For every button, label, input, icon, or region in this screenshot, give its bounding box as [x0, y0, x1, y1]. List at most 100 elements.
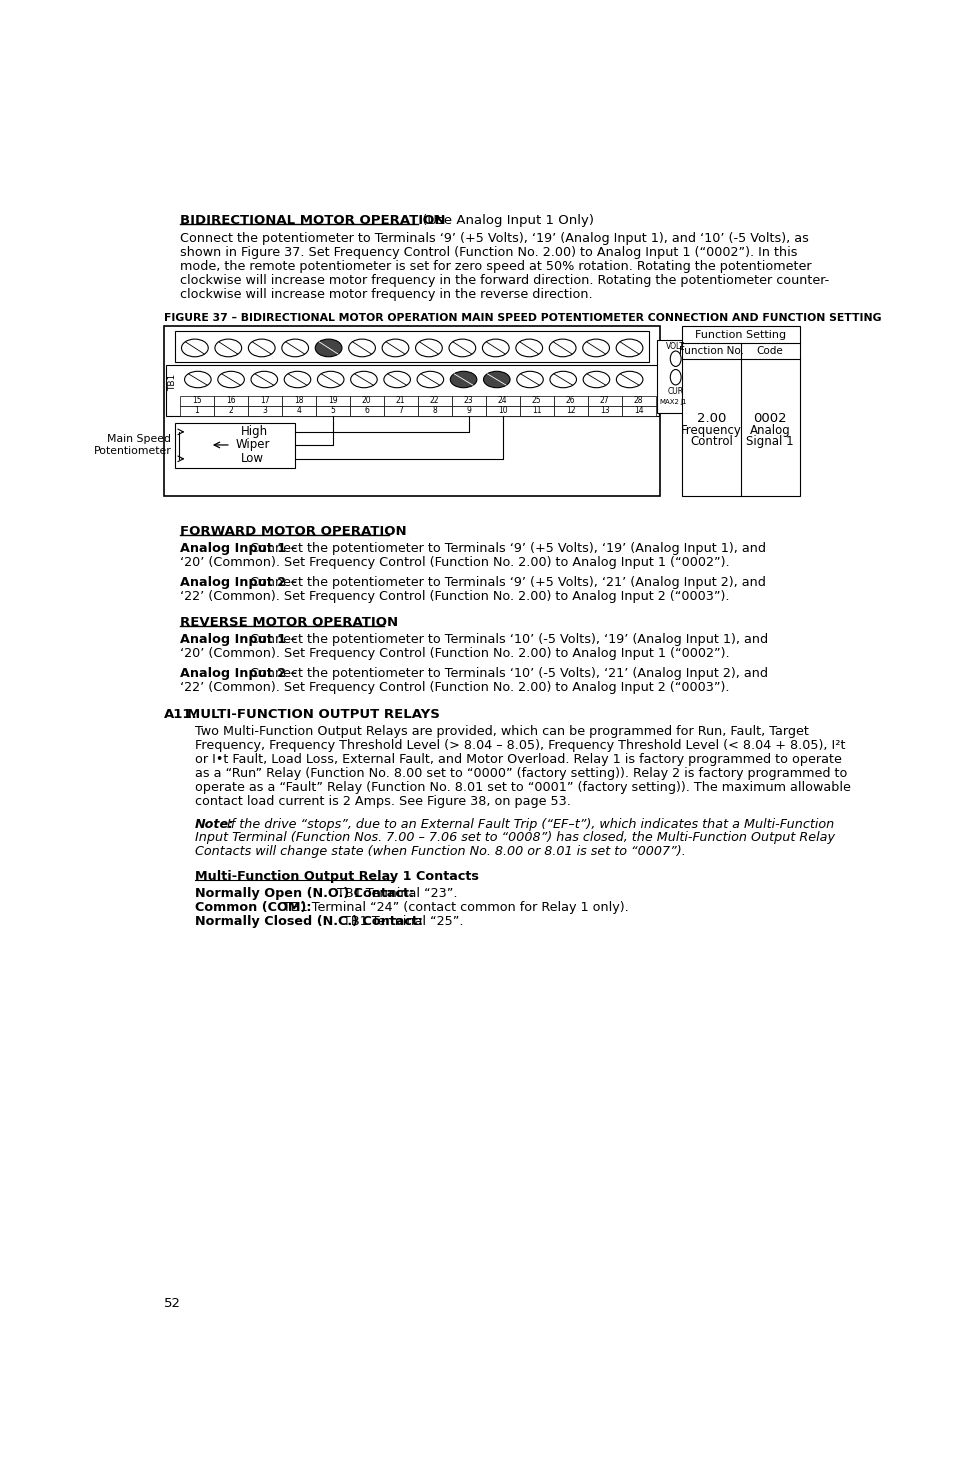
- Text: 25: 25: [531, 397, 541, 406]
- Text: Normally Open (N.O.) Contact:: Normally Open (N.O.) Contact:: [195, 886, 414, 900]
- Text: 52: 52: [164, 1298, 181, 1310]
- Text: Frequency, Frequency Threshold Level (> 8.04 – 8.05), Frequency Threshold Level : Frequency, Frequency Threshold Level (> …: [195, 739, 844, 752]
- Ellipse shape: [516, 339, 542, 357]
- Ellipse shape: [416, 372, 443, 388]
- Ellipse shape: [449, 339, 476, 357]
- Text: contact load current is 2 Amps. See Figure 38, on page 53.: contact load current is 2 Amps. See Figu…: [195, 795, 571, 807]
- Text: 0002: 0002: [753, 412, 786, 425]
- Ellipse shape: [281, 339, 308, 357]
- Text: 23: 23: [463, 397, 473, 406]
- Bar: [587, 406, 621, 416]
- Text: Analog: Analog: [749, 423, 790, 437]
- Text: BIDIRECTIONAL MOTOR OPERATION: BIDIRECTIONAL MOTOR OPERATION: [179, 214, 445, 227]
- Bar: [621, 395, 655, 406]
- Text: 20: 20: [361, 397, 371, 406]
- Text: Connect the potentiometer to Terminals ‘9’ (+5 Volts), ‘21’ (Analog Input 2), an: Connect the potentiometer to Terminals ‘…: [245, 575, 764, 589]
- Ellipse shape: [416, 339, 442, 357]
- Ellipse shape: [383, 372, 410, 388]
- Bar: [248, 395, 281, 406]
- Text: 13: 13: [599, 406, 609, 414]
- Text: 1: 1: [194, 406, 199, 414]
- Ellipse shape: [549, 372, 576, 388]
- Bar: [485, 395, 519, 406]
- Text: High: High: [241, 425, 268, 438]
- Text: 16: 16: [226, 397, 235, 406]
- Text: TB1 Terminal “25”.: TB1 Terminal “25”.: [338, 914, 462, 928]
- Text: ‘22’ (Common). Set Frequency Control (Function No. 2.00) to Analog Input 2 (“000: ‘22’ (Common). Set Frequency Control (Fu…: [179, 590, 728, 603]
- Ellipse shape: [616, 372, 642, 388]
- Text: 28: 28: [633, 397, 642, 406]
- Text: 21: 21: [395, 397, 405, 406]
- Text: Input Terminal (Function Nos. 7.00 – 7.06 set to “0008”) has closed, the Multi-F: Input Terminal (Function Nos. 7.00 – 7.0…: [195, 832, 834, 845]
- Text: Main Speed
Potentiometer: Main Speed Potentiometer: [93, 434, 171, 456]
- Ellipse shape: [348, 339, 375, 357]
- Bar: [417, 395, 451, 406]
- Text: 26: 26: [565, 397, 575, 406]
- Text: FIGURE 37 – BIDIRECTIONAL MOTOR OPERATION MAIN SPEED POTENTIOMETER CONNECTION AN: FIGURE 37 – BIDIRECTIONAL MOTOR OPERATIO…: [164, 313, 881, 323]
- Text: ‘20’ (Common). Set Frequency Control (Function No. 2.00) to Analog Input 1 (“000: ‘20’ (Common). Set Frequency Control (Fu…: [179, 556, 728, 569]
- Ellipse shape: [483, 372, 510, 388]
- Text: Common (COM):: Common (COM):: [195, 901, 312, 914]
- Ellipse shape: [450, 372, 476, 388]
- Text: Analog Input 2 –: Analog Input 2 –: [179, 667, 296, 680]
- Text: Connect the potentiometer to Terminals ‘10’ (-5 Volts), ‘21’ (Analog Input 2), a: Connect the potentiometer to Terminals ‘…: [245, 667, 767, 680]
- Text: 9: 9: [466, 406, 471, 414]
- Bar: [174, 330, 649, 361]
- Text: Function Setting: Function Setting: [695, 330, 785, 339]
- Ellipse shape: [616, 339, 642, 357]
- Text: clockwise will increase motor frequency in the forward direction. Rotating the p: clockwise will increase motor frequency …: [179, 274, 828, 288]
- Text: MULTI-FUNCTION OUTPUT RELAYS: MULTI-FUNCTION OUTPUT RELAYS: [187, 708, 440, 721]
- Text: Note:: Note:: [195, 817, 234, 830]
- Text: 18: 18: [294, 397, 303, 406]
- Ellipse shape: [248, 339, 274, 357]
- Ellipse shape: [251, 372, 277, 388]
- Bar: [164, 326, 659, 496]
- Bar: [350, 395, 383, 406]
- Bar: [248, 406, 281, 416]
- Text: 2.00: 2.00: [696, 412, 725, 425]
- Text: 15: 15: [192, 397, 201, 406]
- Bar: [179, 395, 213, 406]
- Text: 10: 10: [497, 406, 507, 414]
- Text: VOLT: VOLT: [665, 342, 684, 351]
- Bar: [179, 406, 213, 416]
- Text: clockwise will increase motor frequency in the reverse direction.: clockwise will increase motor frequency …: [179, 288, 592, 301]
- Ellipse shape: [314, 339, 341, 357]
- Text: 8: 8: [432, 406, 436, 414]
- Text: Connect the potentiometer to Terminals ‘10’ (-5 Volts), ‘19’ (Analog Input 1), a: Connect the potentiometer to Terminals ‘…: [245, 633, 767, 646]
- Text: Analog Input 2 –: Analog Input 2 –: [179, 575, 296, 589]
- Text: mode, the remote potentiometer is set for zero speed at 50% rotation. Rotating t: mode, the remote potentiometer is set fo…: [179, 260, 810, 273]
- Bar: [681, 326, 799, 496]
- Text: Wiper: Wiper: [235, 438, 270, 451]
- Text: Signal 1: Signal 1: [745, 435, 793, 447]
- Text: Analog Input 1 –: Analog Input 1 –: [179, 541, 296, 555]
- Bar: [621, 406, 655, 416]
- Bar: [485, 406, 519, 416]
- Text: 2: 2: [228, 406, 233, 414]
- Text: 4: 4: [296, 406, 301, 414]
- Text: Control: Control: [689, 435, 732, 447]
- Ellipse shape: [517, 372, 542, 388]
- Text: operate as a “Fault” Relay (Function No. 8.01 set to “0001” (factory setting)). : operate as a “Fault” Relay (Function No.…: [195, 780, 850, 794]
- Bar: [166, 364, 658, 416]
- Bar: [281, 406, 315, 416]
- Text: 3: 3: [262, 406, 267, 414]
- Text: Frequency: Frequency: [680, 423, 741, 437]
- Text: CUR: CUR: [667, 386, 683, 395]
- Text: Analog Input 1 –: Analog Input 1 –: [179, 633, 296, 646]
- Ellipse shape: [670, 351, 680, 366]
- Text: or I•t Fault, Load Loss, External Fault, and Motor Overload. Relay 1 is factory : or I•t Fault, Load Loss, External Fault,…: [195, 752, 841, 766]
- Text: Function No.: Function No.: [679, 347, 743, 355]
- Ellipse shape: [482, 339, 509, 357]
- Bar: [213, 406, 248, 416]
- Text: A11.: A11.: [164, 708, 197, 721]
- Bar: [519, 395, 553, 406]
- Text: MAX2: MAX2: [659, 398, 679, 404]
- Text: 11: 11: [531, 406, 540, 414]
- Text: Low: Low: [241, 453, 264, 465]
- Text: 17: 17: [259, 397, 269, 406]
- Text: 5: 5: [330, 406, 335, 414]
- Ellipse shape: [284, 372, 311, 388]
- Text: 27: 27: [599, 397, 609, 406]
- Text: 22: 22: [430, 397, 439, 406]
